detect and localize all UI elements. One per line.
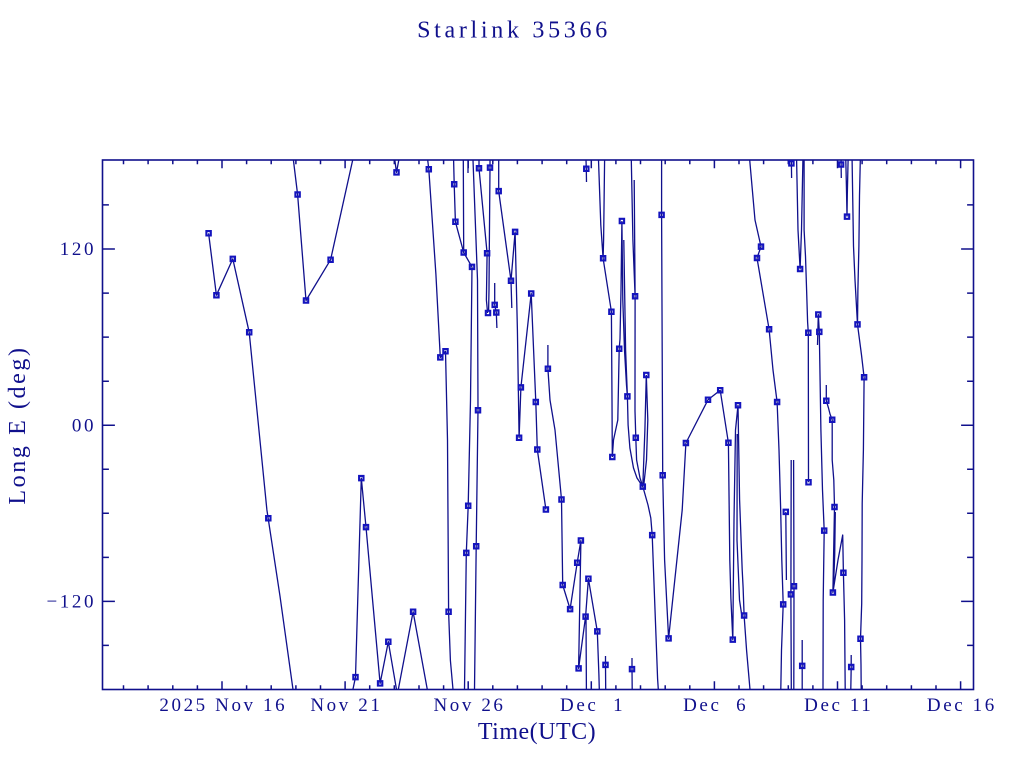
svg-text:Time(UTC): Time(UTC)	[478, 719, 596, 745]
svg-text:Dec 1: Dec 1	[560, 695, 625, 716]
svg-text:Dec 16: Dec 16	[927, 695, 997, 716]
svg-text:Starlink 35366: Starlink 35366	[417, 18, 611, 44]
svg-text:120: 120	[60, 239, 96, 260]
svg-text:Nov 26: Nov 26	[433, 695, 505, 716]
svg-text:Nov 21: Nov 21	[310, 695, 382, 716]
svg-text:Dec 11: Dec 11	[804, 695, 873, 716]
svg-text:Dec 6: Dec 6	[683, 695, 748, 716]
svg-text:−120: −120	[46, 592, 96, 613]
svg-text:Long E (deg): Long E (deg)	[5, 345, 31, 504]
svg-text:2025 Nov 16: 2025 Nov 16	[159, 695, 287, 716]
svg-text:00: 00	[72, 415, 96, 436]
